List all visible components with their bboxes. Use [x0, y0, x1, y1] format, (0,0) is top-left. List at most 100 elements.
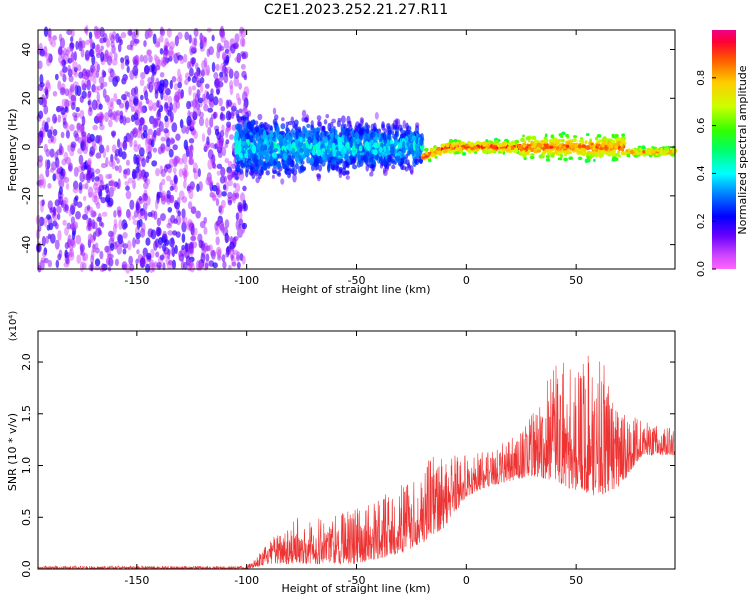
- spectrogram-cell: [401, 140, 406, 150]
- spectrogram-cell: [538, 154, 544, 159]
- spectrogram-cell: [193, 27, 199, 38]
- spectrogram-cell: [215, 198, 220, 207]
- spectrogram-cell: [382, 169, 388, 177]
- spectrogram-cell: [594, 153, 598, 158]
- spectrogram-cell: [262, 164, 267, 170]
- spectrogram-cell: [507, 145, 512, 151]
- spectrogram-cell: [283, 138, 288, 147]
- spectrogram-cell: [257, 113, 263, 121]
- spectrogram-cell: [171, 158, 177, 164]
- spectrogram-cell: [199, 83, 204, 93]
- spectrogram-cell: [37, 83, 44, 92]
- spectrogram-cell: [77, 148, 83, 155]
- spectrogram-cell: [206, 172, 212, 183]
- spectrogram-cell: [405, 122, 409, 131]
- spectrogram-cell: [216, 88, 220, 95]
- spectrogram-cell: [295, 156, 300, 164]
- spectrogram-cell: [208, 176, 213, 188]
- spectrogram-cell: [235, 212, 240, 221]
- spectrogram-cell: [579, 137, 583, 140]
- spectrogram-cell: [98, 134, 103, 143]
- spectrogram-cell: [510, 145, 515, 150]
- spectrogram-cell: [143, 40, 147, 47]
- spectrogram-cell: [197, 97, 204, 104]
- spectrogram-cell: [166, 27, 172, 38]
- spectrogram-cell: [241, 141, 247, 146]
- spectrogram-cell: [69, 248, 75, 258]
- spectrogram-cell: [531, 135, 537, 140]
- spectrogram-cell: [155, 226, 161, 237]
- spectrogram-cell: [148, 262, 154, 274]
- spectrogram-cell: [230, 111, 235, 119]
- spectrogram-cell: [58, 249, 63, 258]
- spectrogram-cell: [572, 135, 578, 138]
- spectrogram-cell: [600, 150, 605, 154]
- x-tick-label: -50: [348, 574, 366, 587]
- spectrogram-cell: [561, 131, 566, 136]
- spectrogram-cell: [133, 59, 139, 68]
- spectrogram-cell: [611, 158, 616, 162]
- spectrogram-cell: [221, 124, 225, 132]
- spectrogram-cell: [282, 164, 287, 170]
- spectrogram-cell: [414, 149, 419, 156]
- spectrogram-cell: [59, 87, 66, 96]
- spectrogram-cell: [189, 67, 194, 77]
- spectrogram-cell: [406, 130, 411, 135]
- spectrogram-cell: [234, 175, 240, 181]
- snr-series-line: [37, 355, 676, 571]
- snr-y-ticks: 0.0 0.5 1.0 1.5 2.0: [20, 353, 675, 578]
- spectrogram-cell: [227, 170, 233, 182]
- spectrogram-cell: [373, 122, 377, 132]
- spectrogram-cell: [173, 218, 178, 224]
- y-tick-label: 0.0: [20, 560, 33, 578]
- spectrogram-cell: [130, 87, 137, 97]
- spectrogram-cell: [76, 201, 83, 209]
- spectrogram-cell: [119, 110, 124, 120]
- spectrogram-cell: [68, 251, 75, 261]
- spectrogram-cell: [91, 171, 95, 183]
- spectrogram-cell: [156, 217, 162, 227]
- spectrogram-cell: [215, 227, 220, 236]
- spectrogram-cell: [111, 144, 117, 153]
- spectrogram-cell: [178, 190, 185, 200]
- spectrogram-cell: [88, 217, 93, 227]
- x-tick-label: 0: [463, 574, 470, 587]
- spectrogram-cell: [163, 94, 169, 101]
- spectrogram-cell: [66, 46, 73, 53]
- spectrogram-cell: [39, 73, 44, 85]
- spectrogram-cell: [608, 142, 612, 147]
- spectrogram-cell: [139, 116, 145, 126]
- spectrogram-cell: [64, 226, 69, 236]
- colorbar-gradient: [712, 30, 736, 269]
- colorbar-tick-label: 0.6: [696, 118, 707, 134]
- spectrogram-cell: [47, 129, 53, 139]
- spectrogram-cell: [183, 250, 187, 257]
- spectrogram-cell: [200, 69, 205, 77]
- spectrogram-cell: [152, 147, 158, 153]
- spectrogram-cell: [577, 156, 583, 160]
- x-tick-label: -150: [124, 274, 149, 287]
- spectrogram-cell: [106, 38, 111, 48]
- spectrogram-cell: [61, 59, 66, 66]
- spectrogram-cell: [148, 55, 153, 63]
- spectrogram-cell: [203, 145, 208, 153]
- spectrogram-cell: [87, 157, 92, 164]
- spectrogram-cell: [75, 40, 79, 50]
- spectrogram-cell: [73, 130, 79, 138]
- spectrogram-cell: [95, 152, 102, 159]
- spectrogram-cell: [50, 135, 55, 143]
- spectrogram-cell: [169, 185, 174, 192]
- spectrogram-cell: [236, 261, 241, 269]
- spectrogram-cell: [217, 218, 222, 224]
- spectrogram-cell: [176, 77, 182, 83]
- spectrogram-cell: [114, 165, 119, 172]
- spectrogram-cell: [205, 117, 209, 129]
- spectrogram-cell: [205, 176, 212, 186]
- spectrogram-cell: [81, 115, 86, 127]
- spectrogram-cell: [67, 57, 73, 64]
- spectrogram-cell: [78, 181, 83, 191]
- spectrogram-cell: [285, 121, 289, 127]
- spectrogram-cell: [106, 97, 111, 106]
- spectrogram-cell: [346, 133, 352, 142]
- spectrogram-cell: [590, 142, 594, 146]
